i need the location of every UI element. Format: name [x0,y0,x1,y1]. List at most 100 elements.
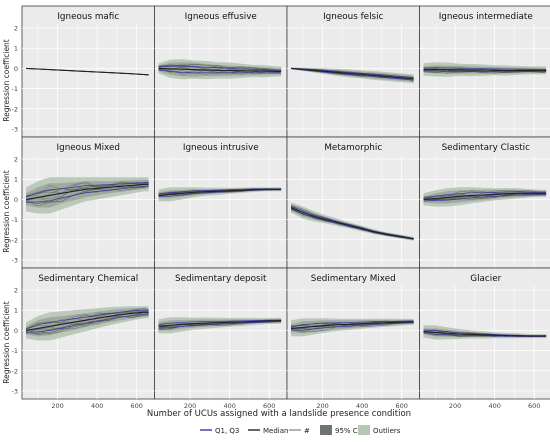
y-tick-label: 2 [14,287,18,295]
quartile-line [25,313,149,333]
median-line [423,68,547,71]
quartile-line [25,309,149,329]
panel-background [286,136,420,269]
median-line [25,311,149,331]
legend-item: 95% CI [320,425,360,435]
y-tick-label: 0 [14,196,18,204]
median-line [25,183,149,200]
quartile-line [423,70,547,73]
y-tick-label: -3 [12,125,18,133]
x-tick-label: 400 [223,402,235,410]
y-tick-label: -3 [12,387,18,395]
panel-igneous-intrusive: Igneous intrusive [154,136,288,269]
panel-igneous-felsic: Igneous felsic [286,5,420,138]
trace-line [423,192,547,200]
quartile-line [25,181,149,198]
median-line [25,67,149,76]
y-tick-label: -2 [12,367,18,375]
panel-glacier: Glacier 200 400 600 [419,267,550,410]
legend-item: # [289,427,310,435]
y-tick-label: 0 [14,327,18,335]
quartile-line [25,185,149,203]
trace-line [25,312,149,334]
quartile-line [423,194,547,202]
legend-item: Median [248,427,288,435]
trace-line [25,180,149,198]
y-tick-label: 2 [14,25,18,33]
x-axis-label: Number of UCUs assigned with a landslide… [147,409,411,419]
panel-title: Igneous felsic [323,12,383,22]
panel-title: Glacier [470,274,501,284]
legend: Q1, Q3 Median #95% CI Outliers [200,425,401,435]
trace-line [25,186,149,204]
quartile-line [290,208,414,240]
panel-title: Sedimentary Mixed [311,274,396,284]
median-line [290,206,414,240]
y-axis-label: Regression coefficient [2,39,11,122]
y-tick-label: -2 [12,236,18,244]
median-line [423,330,547,337]
y-tick-label: 0 [14,65,18,73]
median-line [290,321,414,329]
quartile-line [423,191,547,199]
quartile-line [290,68,414,81]
x-tick-label: 200 [316,402,328,410]
panel-title: Igneous effusive [185,12,257,22]
median-line [158,188,282,196]
trace-line [25,184,149,201]
y-axis-label: Regression coefficient [2,170,11,253]
quartile-line [158,319,282,325]
quartile-line [158,69,282,74]
x-tick-label: 400 [356,402,368,410]
y-tick-label: -1 [12,347,18,355]
median-line [290,67,414,80]
legend-label: Q1, Q3 [215,427,239,435]
y-axis-label: Regression coefficient [2,301,11,384]
quartile-line [290,67,414,78]
panel-title: Sedimentary Clastic [442,143,530,153]
x-tick-label: 400 [91,402,103,410]
panel-igneous-intermediate: Igneous intermediate [419,5,550,138]
quartile-line [290,320,414,327]
panel-title: Igneous intermediate [439,12,533,22]
median-line [423,192,547,200]
quartile-line [158,65,282,71]
panel-title: Sedimentary deposit [175,274,267,284]
trace-line [158,63,282,71]
x-tick-label: 200 [184,402,196,410]
trace-line [25,313,149,334]
panel-igneous-mafic: Igneous mafic -3 -2 -1 0 1 2 [12,5,155,138]
y-tick-label: 1 [14,45,18,53]
x-tick-label: 600 [528,402,540,410]
panel-title: Igneous Mixed [57,143,120,153]
y-tick-label: -1 [12,216,18,224]
panel-background [154,267,288,400]
panel-title: Igneous intrusive [183,143,259,153]
y-tick-label: -3 [12,256,18,264]
x-tick-label: 600 [395,402,407,410]
legend-label: Outliers [373,427,401,435]
trace-line [158,189,282,197]
panel-metamorphic: Metamorphic [286,136,420,269]
y-tick-label: -1 [12,85,18,93]
legend-item: Outliers [358,425,401,435]
panel-title: Metamorphic [324,143,382,153]
y-tick-label: -2 [12,105,18,113]
panels-grid: Igneous mafic -3 -2 -1 0 1 2 Igneous effusive Ig… [12,5,550,410]
legend-swatch [320,425,332,435]
panel-sedimentary-deposit: Sedimentary deposit 200 400 600 [154,267,288,410]
quartile-line [423,67,547,70]
trace-line [25,312,149,334]
y-tick-label: 1 [14,176,18,184]
legend-label: Median [263,427,288,435]
x-tick-label: 600 [263,402,275,410]
panel-sedimentary-mixed: Sedimentary Mixed 200 400 600 [286,267,420,410]
panel-igneous-effusive: Igneous effusive [154,5,288,138]
y-tick-label: 1 [14,307,18,315]
panel-title: Igneous mafic [57,12,119,22]
trace-line [290,208,414,240]
panel-sedimentary-chemical: Sedimentary Chemical -3 -2 -1 0 1 2 200 400 600 [12,267,155,410]
panel-sedimentary-clastic: Sedimentary Clastic [419,136,550,269]
trace-line [290,204,414,239]
